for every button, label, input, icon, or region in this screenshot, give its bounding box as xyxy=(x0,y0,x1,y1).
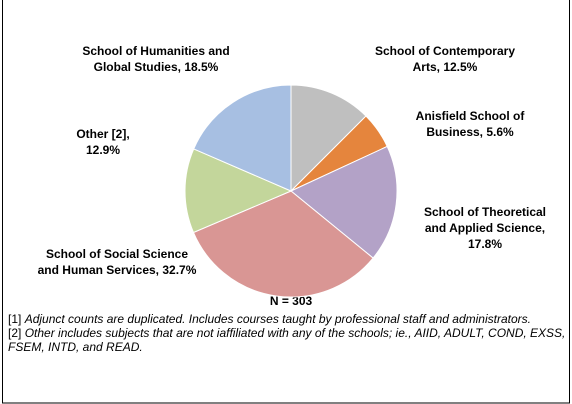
slice-label: Business, 5.6% xyxy=(426,125,514,139)
slice-label: and Human Services, 32.7% xyxy=(38,263,197,277)
pie-slice xyxy=(193,84,292,192)
pie-slice xyxy=(290,84,367,193)
slice-label: and Applied Science, xyxy=(425,221,545,235)
slice-label: School of Theoretical xyxy=(424,205,546,219)
pie-slice xyxy=(184,148,293,234)
footnote: [1] Adjunct counts are duplicated. Inclu… xyxy=(8,312,566,326)
pie-slice xyxy=(290,145,398,259)
slice-label: Global Studies, 18.5% xyxy=(94,60,219,74)
footnote-marker: [1] xyxy=(8,312,22,326)
footnote-text: Adjunct counts are duplicated. Includes … xyxy=(24,312,531,326)
slice-label: 12.9% xyxy=(86,143,120,157)
pie-slice xyxy=(192,190,374,298)
slice-label: Other [2], xyxy=(76,127,129,141)
footnote: [2] Other includes subjects that are not… xyxy=(8,326,566,354)
footnote-text: Other includes subjects that are not iaf… xyxy=(8,326,566,354)
footnotes: [1] Adjunct counts are duplicated. Inclu… xyxy=(8,312,566,354)
footnote-marker: [2] xyxy=(8,326,22,340)
n-label: N = 303 xyxy=(270,294,313,308)
slice-label: School of Contemporary xyxy=(375,44,515,58)
slice-label: School of Social Science xyxy=(46,247,188,261)
slice-label: 17.8% xyxy=(468,237,502,251)
slice-label: School of Humanities and xyxy=(82,44,229,58)
slice-label: Arts, 12.5% xyxy=(413,60,478,74)
slice-label: Anisfield School of xyxy=(416,109,526,123)
